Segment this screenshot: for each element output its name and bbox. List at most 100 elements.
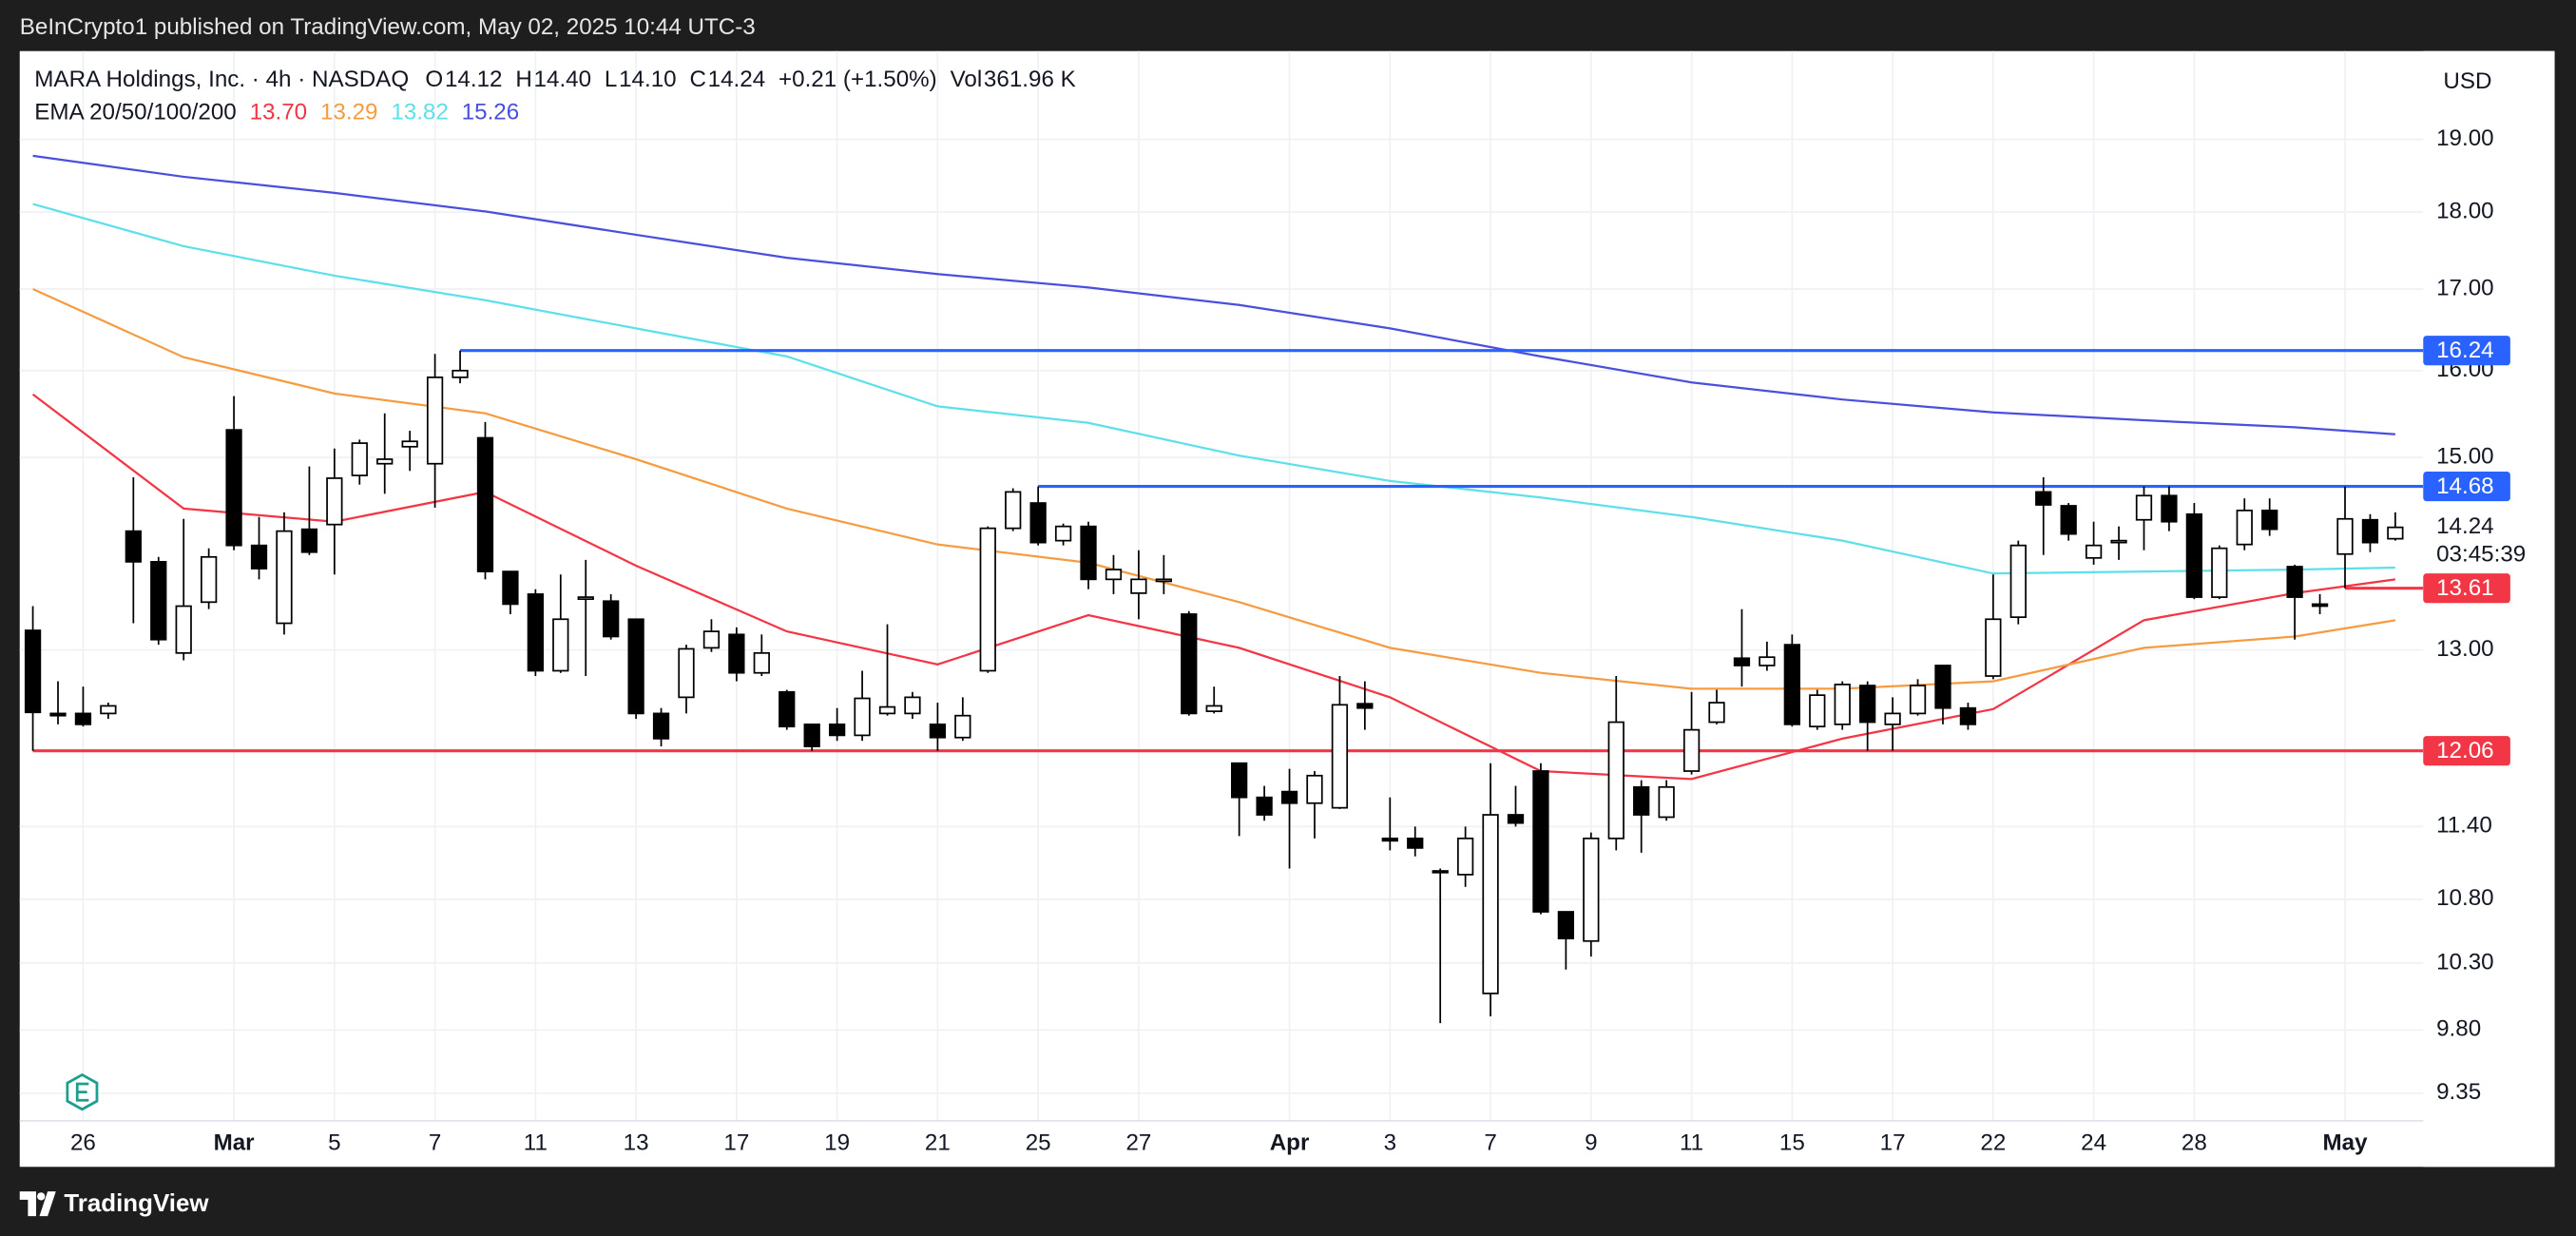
x-tick-label: 7 (429, 1130, 441, 1155)
candle-body (2336, 517, 2354, 555)
published-note: BeInCrypto1 published on TradingView.com… (20, 14, 756, 40)
candle-body (2261, 510, 2278, 531)
candle-body (1231, 762, 1248, 799)
indicator-badge (66, 1072, 99, 1111)
y-tick-label: 15.00 (2436, 443, 2494, 469)
price-axis (2423, 50, 2555, 1168)
candle-body (175, 605, 192, 654)
legend-ema-row: EMA 20/50/100/200 13.70 13.29 13.82 15.26 (34, 100, 519, 126)
candle-body (1658, 785, 1675, 819)
field-value: 14.24 (708, 67, 766, 92)
candle-body (452, 369, 469, 378)
x-tick-label: 25 (1026, 1130, 1051, 1155)
change: +0.21 (+1.50%) (779, 67, 937, 92)
price-label-box (2423, 573, 2510, 604)
candle-body (954, 714, 971, 739)
field-value: 14.40 (534, 67, 592, 92)
field-key: O (425, 67, 443, 92)
candle-body (779, 690, 796, 728)
candle-body (753, 651, 770, 674)
symbol: MARA Holdings, Inc. · 4h · NASDAQ (34, 67, 409, 92)
price-label: 14.68 (2436, 473, 2494, 499)
candle-body (2311, 603, 2329, 608)
ema-value: 13.29 (320, 100, 378, 126)
candle-body (979, 527, 996, 672)
candle-body (1482, 814, 1499, 995)
footer: TradingView (19, 1190, 209, 1217)
candle-body (2387, 526, 2404, 540)
candle-body (1280, 790, 1298, 804)
x-tick-label: 3 (1384, 1130, 1396, 1155)
field-key: C (689, 67, 705, 92)
brand-name: TradingView (64, 1190, 209, 1217)
candle-body (1356, 703, 1374, 709)
ema-value: 15.26 (462, 100, 520, 126)
x-tick-label: 15 (1779, 1130, 1805, 1155)
plot (24, 154, 2424, 1024)
candle-body (1407, 837, 1424, 849)
candle-body (904, 696, 921, 715)
x-tick-label: Mar (214, 1130, 256, 1155)
brand-logo-dot (37, 1192, 46, 1201)
vol-key: Vol (951, 67, 983, 92)
candle-body (1708, 702, 1725, 724)
candle-body (2236, 510, 2253, 546)
last-price: 14.24 (2436, 513, 2494, 539)
y-tick-label: 18.00 (2436, 199, 2494, 224)
candle-body (803, 723, 820, 747)
candle-body (426, 377, 444, 465)
ema-label: EMA 20/50/100/200 (34, 100, 236, 126)
ema-value: 13.70 (250, 100, 308, 126)
y-tick-label: 11.40 (2436, 813, 2492, 839)
candle-body (401, 440, 418, 448)
field-key: L (605, 67, 617, 92)
x-tick-label: Apr (1270, 1130, 1310, 1155)
candle-body (1005, 491, 1022, 530)
candle-body (702, 630, 721, 649)
badge-glyph (75, 1082, 89, 1102)
candle-body (627, 618, 644, 715)
candle-body (2361, 518, 2379, 544)
candle-body (1583, 837, 1600, 942)
candle-body (1155, 578, 1172, 583)
candle-body (300, 528, 318, 553)
candle-body (1432, 870, 1449, 874)
candle-body (2161, 494, 2178, 523)
y-tick-label: 10.80 (2436, 885, 2494, 911)
candle-body (1884, 712, 1901, 725)
currency: USD (2443, 68, 2491, 94)
y-tick-label: 9.35 (2436, 1079, 2481, 1105)
candle-body (326, 477, 343, 526)
candle-body (1256, 796, 1273, 816)
candle-body (2286, 566, 2303, 598)
x-tick-label: 21 (925, 1130, 951, 1155)
candle-body (1306, 774, 1323, 804)
x-tick-label: 27 (1125, 1130, 1151, 1155)
brand-logo (19, 1191, 56, 1217)
candle-body (502, 570, 519, 606)
legend-symbol-row: MARA Holdings, Inc. · 4h · NASDAQ O 14.12 H… (34, 67, 1075, 92)
candle-body (24, 629, 42, 714)
candle-body (376, 458, 394, 465)
candle-body (1532, 770, 1549, 913)
candle-body (603, 600, 620, 638)
candle-body (728, 633, 745, 674)
price-label: 13.61 (2436, 575, 2494, 601)
candle-body (577, 596, 594, 601)
candle-body (1834, 684, 1851, 725)
y-tick-label: 17.00 (2436, 275, 2494, 300)
candle-body (527, 593, 544, 672)
x-tick-label: May (2322, 1130, 2368, 1155)
candle-body (2009, 544, 2027, 619)
vol-value: 361.96 K (984, 67, 1076, 92)
candle-body (2211, 547, 2228, 598)
candle-body (2060, 505, 2077, 535)
candle-body (1331, 704, 1349, 809)
candle-body (652, 712, 670, 740)
field-key: H (515, 67, 531, 92)
x-tick-label: 26 (70, 1130, 96, 1155)
candle-body (1105, 569, 1123, 581)
x-tick-label: 22 (1980, 1130, 2006, 1155)
candle-body (1029, 502, 1047, 544)
